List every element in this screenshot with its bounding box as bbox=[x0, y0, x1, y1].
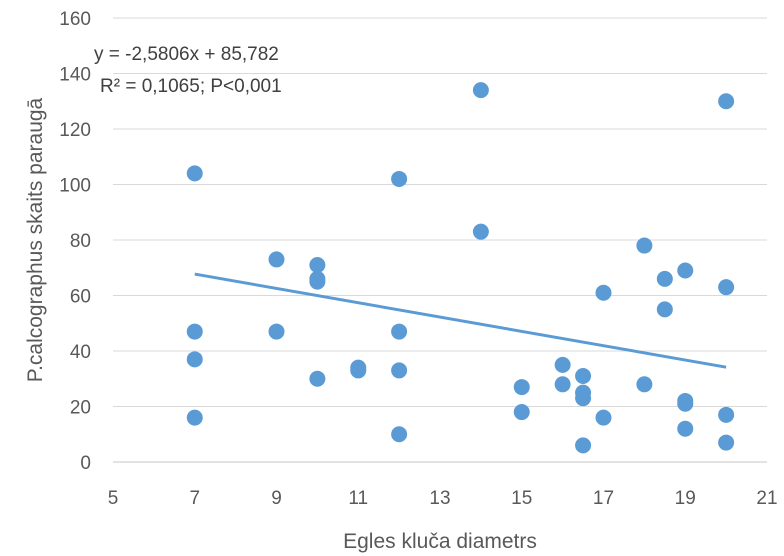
data-point bbox=[636, 237, 653, 254]
equation-label: y = -2,5806x + 85,782 bbox=[94, 44, 279, 65]
x-tick-labels: 5 7 9 11 13 15 17 19 21 bbox=[108, 488, 778, 509]
y-tick-label: 20 bbox=[70, 398, 91, 419]
y-tick-labels: 0 20 40 60 80 100 120 140 160 bbox=[59, 9, 91, 474]
x-tick-label: 7 bbox=[189, 488, 200, 509]
data-point bbox=[677, 262, 694, 279]
data-point bbox=[391, 362, 408, 379]
x-tick-label: 13 bbox=[429, 488, 450, 509]
data-point bbox=[554, 356, 571, 373]
y-axis-title: P.calcographus skaits paraugā bbox=[24, 97, 47, 382]
data-point bbox=[595, 284, 612, 301]
data-point bbox=[186, 351, 203, 368]
data-point bbox=[391, 323, 408, 340]
data-point bbox=[513, 379, 530, 396]
data-point bbox=[575, 390, 592, 407]
data-point bbox=[718, 93, 735, 110]
data-point bbox=[186, 409, 203, 426]
data-point bbox=[309, 273, 326, 290]
x-tick-label: 5 bbox=[108, 488, 119, 509]
data-point bbox=[575, 367, 592, 384]
data-point bbox=[554, 376, 571, 393]
data-point bbox=[718, 406, 735, 423]
y-tick-label: 0 bbox=[80, 453, 91, 474]
data-point bbox=[186, 323, 203, 340]
data-point bbox=[677, 395, 694, 412]
y-tick-label: 140 bbox=[59, 65, 91, 86]
gridlines bbox=[113, 17, 767, 407]
x-tick-label: 21 bbox=[756, 488, 777, 509]
data-point bbox=[636, 376, 653, 393]
x-tick-label: 19 bbox=[675, 488, 696, 509]
data-point bbox=[186, 165, 203, 182]
data-point bbox=[391, 426, 408, 443]
data-point bbox=[656, 301, 673, 318]
data-point bbox=[268, 251, 285, 268]
data-point bbox=[350, 362, 367, 379]
x-tick-label: 11 bbox=[348, 488, 368, 509]
y-tick-label: 120 bbox=[59, 120, 91, 141]
y-tick-label: 160 bbox=[59, 9, 91, 30]
y-tick-label: 100 bbox=[59, 176, 91, 197]
y-tick-label: 60 bbox=[70, 287, 91, 308]
data-point bbox=[391, 170, 408, 187]
data-point bbox=[472, 223, 489, 240]
trendline bbox=[194, 272, 727, 369]
data-point bbox=[268, 323, 285, 340]
data-point bbox=[718, 434, 735, 451]
data-point bbox=[472, 82, 489, 99]
data-point bbox=[677, 420, 694, 437]
x-tick-label: 17 bbox=[593, 488, 614, 509]
y-tick-label: 80 bbox=[70, 231, 91, 252]
data-point bbox=[656, 270, 673, 287]
data-points bbox=[186, 82, 735, 454]
r-squared-label: R² = 0,1065; P<0,001 bbox=[100, 76, 282, 97]
data-point bbox=[595, 409, 612, 426]
data-point bbox=[575, 437, 592, 454]
data-point bbox=[309, 256, 326, 273]
data-point bbox=[718, 279, 735, 296]
data-point bbox=[309, 370, 326, 387]
data-point bbox=[513, 404, 530, 421]
x-axis-title: Egles kluča diametrs bbox=[343, 530, 537, 553]
y-tick-label: 40 bbox=[70, 342, 91, 363]
x-tick-label: 9 bbox=[271, 488, 282, 509]
x-tick-label: 15 bbox=[511, 488, 532, 509]
